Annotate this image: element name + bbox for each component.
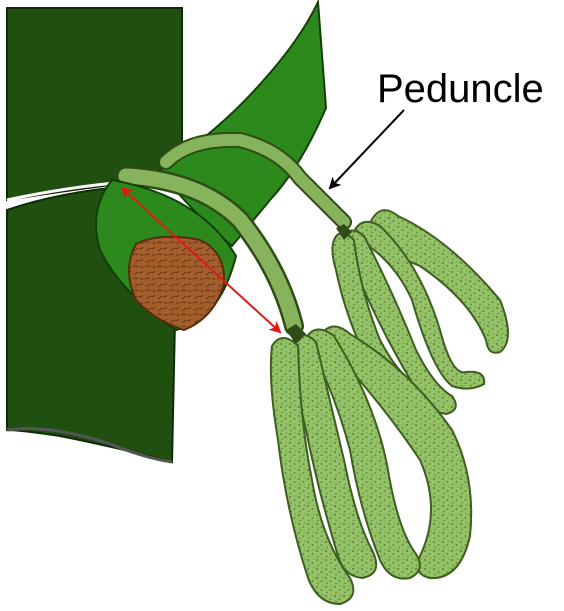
- catkin: [318, 325, 473, 580]
- stem-base-shadow: [6, 427, 173, 464]
- catkin-junction: [336, 224, 352, 240]
- catkin: [269, 337, 355, 606]
- catkin-cluster-upper: [331, 209, 509, 416]
- catkin-cluster-lower: [269, 324, 473, 606]
- catkin: [350, 220, 486, 390]
- measurement-arrow: [120, 186, 282, 334]
- peduncle-label: Peduncle: [377, 67, 544, 111]
- catkin: [290, 334, 378, 580]
- catkin: [342, 229, 457, 416]
- catkin-junction: [286, 324, 306, 344]
- peduncle-pointer-arrow: [328, 109, 405, 190]
- catkin: [304, 328, 421, 580]
- catkin: [366, 209, 509, 354]
